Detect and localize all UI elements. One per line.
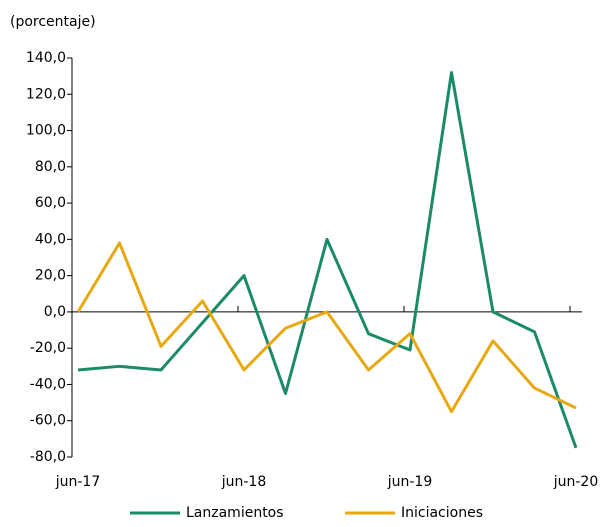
x-tick-label: jun-19 bbox=[387, 474, 433, 490]
y-tick-label: 60,0 bbox=[35, 195, 66, 211]
x-tick-label: jun-20 bbox=[553, 474, 599, 490]
y-tick-label: 100,0 bbox=[26, 123, 66, 139]
y-tick-label: 20,0 bbox=[35, 268, 66, 284]
y-tick-label: -80,0 bbox=[30, 449, 66, 465]
y-tick-label: -60,0 bbox=[30, 413, 66, 429]
legend-label: Iniciaciones bbox=[401, 505, 483, 521]
x-tick-label: jun-17 bbox=[55, 474, 101, 490]
y-tick-label: 120,0 bbox=[26, 86, 66, 102]
y-tick-label: -40,0 bbox=[30, 376, 66, 392]
y-tick-label: 140,0 bbox=[26, 50, 66, 66]
y-tick-label: 40,0 bbox=[35, 231, 66, 247]
y-tick-label: -20,0 bbox=[30, 340, 66, 356]
line-series bbox=[77, 71, 578, 449]
y-tick-label: 0,0 bbox=[44, 304, 66, 320]
legend-label: Lanzamientos bbox=[186, 505, 284, 521]
y-tick-label: 80,0 bbox=[35, 159, 66, 175]
line-series bbox=[76, 241, 577, 414]
x-tick-label: jun-18 bbox=[221, 474, 267, 490]
y-axis-label: (porcentaje) bbox=[10, 14, 96, 30]
